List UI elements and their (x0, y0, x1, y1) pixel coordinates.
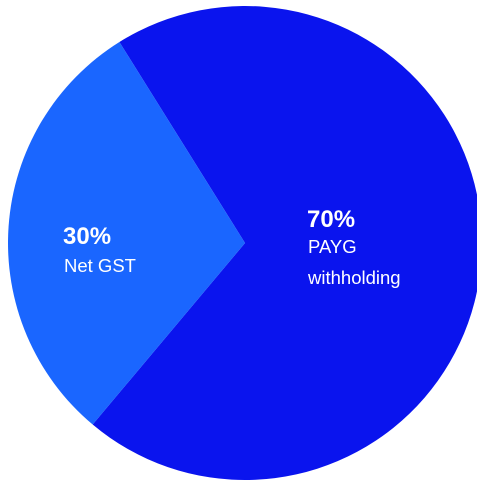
slice-name-label-line: PAYG (308, 236, 357, 257)
slice-label-net-gst: 30% Net GST (63, 223, 136, 276)
pie-slice (92, 6, 477, 480)
slice-value-label: 70% (307, 206, 355, 233)
slice-name-label-line: Net GST (64, 255, 136, 276)
slice-label-payg: 70% PAYG withholding (307, 206, 401, 288)
slice-name-label-line: withholding (307, 267, 401, 288)
pie-slice (7, 42, 245, 425)
pie-slices (7, 6, 477, 480)
slice-value-label: 30% (63, 223, 111, 250)
